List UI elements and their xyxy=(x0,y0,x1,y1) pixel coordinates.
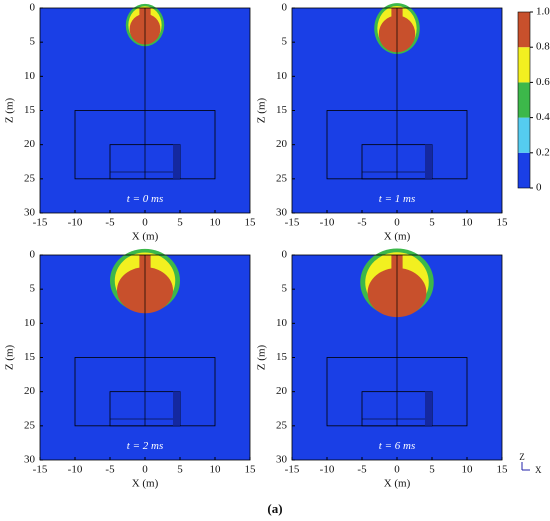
x-tick-label: -10 xyxy=(320,464,335,476)
y-tick-label: 10 xyxy=(24,317,36,329)
panel: -15 -10 -5 0 5 10 15 0 5 10 15 20 25 30 X (m) Z (m) t = … xyxy=(4,249,256,490)
y-tick-label: 15 xyxy=(24,351,36,363)
x-tick-label: -5 xyxy=(357,464,367,476)
y-tick-label: 30 xyxy=(276,454,288,466)
structure-wall xyxy=(425,144,432,179)
y-tick-label: 25 xyxy=(24,172,36,184)
colorbar-band xyxy=(518,82,530,118)
x-tick-label: 5 xyxy=(177,217,183,229)
x-axis-label: X (m) xyxy=(384,478,411,490)
y-axis-label: Z (m) xyxy=(256,97,268,123)
colorbar-tick-label: 0 xyxy=(536,182,542,194)
x-axis-label: X (m) xyxy=(132,478,159,490)
x-tick-label: 10 xyxy=(462,464,474,476)
x-tick-label: 15 xyxy=(245,464,257,476)
x-tick-label: 0 xyxy=(142,217,148,229)
y-tick-label: 25 xyxy=(276,172,288,184)
x-tick-label: -15 xyxy=(285,464,300,476)
y-tick-label: 20 xyxy=(24,385,36,397)
y-tick-label: 15 xyxy=(276,104,288,116)
y-tick-label: 20 xyxy=(24,138,36,150)
colorbar-band xyxy=(518,47,530,83)
colorbar-tick-label: 0.6 xyxy=(536,76,550,88)
x-tick-label: -5 xyxy=(357,217,367,229)
colorbar-frame xyxy=(517,11,531,189)
panel: -15 -10 -5 0 5 10 15 0 5 10 15 20 25 30 X (m) Z (m) t = … xyxy=(4,2,256,243)
y-tick-label: 0 xyxy=(282,249,288,261)
x-tick-label: 5 xyxy=(177,464,183,476)
x-tick-label: 0 xyxy=(394,217,400,229)
colorbar-tick-label: 0.4 xyxy=(536,111,550,123)
y-tick-label: 5 xyxy=(282,36,288,48)
y-tick-label: 5 xyxy=(282,283,288,295)
x-tick-label: -10 xyxy=(68,217,83,229)
x-tick-label: 10 xyxy=(462,217,474,229)
y-tick-label: 10 xyxy=(276,317,288,329)
y-tick-label: 30 xyxy=(24,207,36,219)
x-tick-label: -15 xyxy=(33,217,48,229)
panel: -15 -10 -5 0 5 10 15 0 5 10 15 20 25 30 X (m) Z (m) t = … xyxy=(256,248,509,490)
x-tick-label: 5 xyxy=(429,217,435,229)
x-tick-label: 10 xyxy=(210,217,222,229)
colorbar-band xyxy=(518,12,530,48)
x-tick-label: -10 xyxy=(68,464,83,476)
colorbar-tick-label: 1.0 xyxy=(536,6,550,18)
y-tick-label: 20 xyxy=(276,385,288,397)
colorbar-band xyxy=(518,117,530,153)
y-tick-label: 15 xyxy=(24,104,36,116)
y-tick-label: 20 xyxy=(276,138,288,150)
x-tick-label: -15 xyxy=(285,217,300,229)
y-tick-label: 25 xyxy=(24,419,36,431)
x-tick-label: 10 xyxy=(210,464,222,476)
y-tick-label: 15 xyxy=(276,351,288,363)
panel: -15 -10 -5 0 5 10 15 0 5 10 15 20 25 30 X (m) Z (m) t = … xyxy=(256,2,508,243)
x-tick-label: 15 xyxy=(497,464,509,476)
y-axis-label: Z (m) xyxy=(256,344,268,370)
y-axis-label: Z (m) xyxy=(4,344,16,370)
time-annotation: t = 0 ms xyxy=(127,193,163,205)
time-annotation: t = 6 ms xyxy=(379,440,415,452)
x-tick-label: -5 xyxy=(105,217,115,229)
colorbar-tick-label: 0.8 xyxy=(536,41,550,53)
y-tick-label: 10 xyxy=(24,70,36,82)
y-tick-label: 0 xyxy=(30,2,36,14)
y-tick-label: 0 xyxy=(30,249,36,261)
y-tick-label: 30 xyxy=(24,454,36,466)
structure-wall xyxy=(173,391,180,426)
x-tick-label: -10 xyxy=(320,217,335,229)
x-tick-label: -5 xyxy=(105,464,115,476)
y-tick-label: 25 xyxy=(276,419,288,431)
caption: (a) xyxy=(267,501,282,516)
x-tick-label: -15 xyxy=(33,464,48,476)
icon-z: Z xyxy=(519,452,525,462)
x-tick-label: 15 xyxy=(245,217,257,229)
axes-icon: Z X xyxy=(519,452,542,475)
time-annotation: t = 2 ms xyxy=(127,440,163,452)
y-tick-label: 5 xyxy=(30,283,36,295)
x-tick-label: 0 xyxy=(394,464,400,476)
x-tick-label: 15 xyxy=(497,217,509,229)
x-tick-label: 0 xyxy=(142,464,148,476)
y-axis-label: Z (m) xyxy=(4,97,16,123)
x-axis-label: X (m) xyxy=(384,231,411,243)
y-tick-label: 10 xyxy=(276,70,288,82)
colorbar-band xyxy=(518,152,530,188)
y-tick-label: 0 xyxy=(282,2,288,14)
icon-x: X xyxy=(535,465,542,475)
y-tick-label: 30 xyxy=(276,207,288,219)
structure-wall xyxy=(425,391,432,426)
structure-wall xyxy=(173,144,180,179)
x-axis-label: X (m) xyxy=(132,231,159,243)
x-tick-label: 5 xyxy=(429,464,435,476)
y-tick-label: 5 xyxy=(30,36,36,48)
time-annotation: t = 1 ms xyxy=(379,193,415,205)
colorbar-tick-label: 0.2 xyxy=(536,146,550,158)
